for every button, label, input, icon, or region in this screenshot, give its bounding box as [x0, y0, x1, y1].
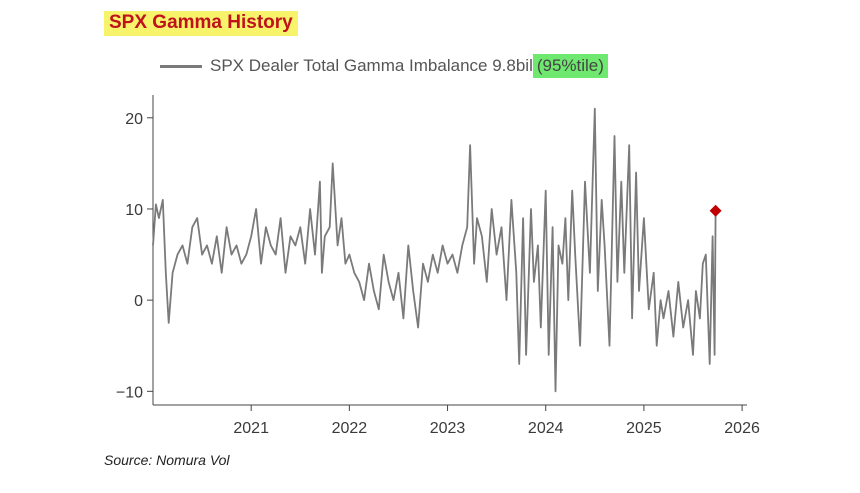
x-tick-label: 2024 — [528, 420, 564, 437]
source-note: Source: Nomura Vol — [104, 452, 230, 468]
y-tick-label: 20 — [125, 111, 143, 128]
y-tick-label: −10 — [116, 384, 143, 401]
x-tick-label: 2021 — [233, 420, 269, 437]
x-tick-label: 2025 — [626, 420, 662, 437]
chart-series-group — [152, 107, 722, 393]
x-tick-label: 2026 — [724, 420, 760, 437]
legend-percentile-highlight: (95%tile) — [532, 54, 608, 78]
x-tick-label: 2023 — [430, 420, 466, 437]
x-tick-label: 2022 — [332, 420, 368, 437]
chart-axes — [147, 95, 747, 411]
chart-title-box: SPX Gamma History — [104, 11, 298, 36]
legend-series-label: SPX Dealer Total Gamma Imbalance 9.8bil — [210, 56, 533, 75]
series-line — [152, 107, 717, 393]
chart-title: SPX Gamma History — [109, 12, 293, 33]
chart-tick-labels: 20 10 0 −10 2021 2022 2023 2024 2025 2026 — [116, 111, 760, 437]
legend: SPX Dealer Total Gamma Imbalance 9.8bil … — [160, 52, 608, 80]
latest-value-marker — [709, 204, 722, 217]
y-tick-label: 10 — [125, 202, 143, 219]
legend-line-swatch — [160, 64, 202, 68]
y-tick-label: 0 — [134, 293, 143, 310]
